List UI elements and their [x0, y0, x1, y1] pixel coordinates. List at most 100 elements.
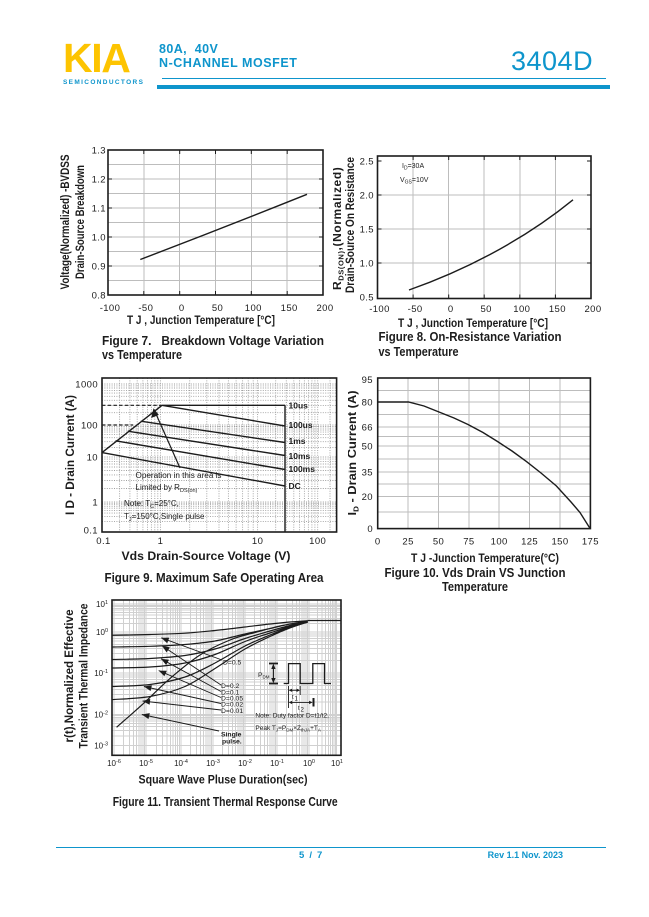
- svg-text:I D - Drain Current (A): I D - Drain Current (A): [63, 395, 77, 515]
- svg-text:1: 1: [92, 498, 98, 509]
- svg-text:T J , Junction Temperature [°C: T J , Junction Temperature [°C]: [127, 313, 275, 327]
- svg-text:2.5: 2.5: [360, 157, 374, 168]
- svg-text:ID - Drain Current (A): ID - Drain Current (A): [348, 390, 361, 515]
- svg-text:50: 50: [433, 537, 444, 548]
- svg-text:T J , Junction Temperature [°C: T J , Junction Temperature [°C]: [398, 316, 548, 330]
- svg-text:100: 100: [491, 537, 508, 548]
- svg-text:150: 150: [549, 304, 566, 315]
- svg-text:75: 75: [463, 537, 474, 548]
- svg-text:10-3: 10-3: [94, 741, 108, 750]
- svg-text:RDS(ON),(Normalized): RDS(ON),(Normalized): [333, 167, 346, 290]
- svg-text:100: 100: [96, 628, 108, 637]
- svg-text:vs Temperature: vs Temperature: [379, 344, 459, 359]
- svg-text:1: 1: [158, 536, 164, 547]
- svg-text:Operation in this area is: Operation in this area is: [136, 471, 222, 480]
- svg-text:80: 80: [362, 398, 373, 409]
- svg-text:0.1: 0.1: [84, 526, 98, 537]
- svg-text:Voltage(Normalized) -BVDSS: Voltage(Normalized) -BVDSS: [58, 155, 72, 290]
- svg-text:0.1: 0.1: [96, 536, 110, 547]
- svg-text:175: 175: [582, 537, 599, 548]
- svg-text:t: t: [292, 695, 294, 701]
- svg-text:D=0.01: D=0.01: [221, 708, 243, 715]
- svg-text:ID=30A: ID=30A: [402, 163, 424, 172]
- svg-text:50: 50: [481, 304, 492, 315]
- svg-text:T J -Junction Temperature(°C): T J -Junction Temperature(°C): [411, 551, 559, 565]
- svg-text:Vds Drain-Source Voltage (V): Vds Drain-Source Voltage (V): [122, 549, 291, 563]
- svg-text:100: 100: [245, 303, 262, 314]
- svg-text:10-1: 10-1: [94, 669, 108, 678]
- svg-text:25: 25: [402, 537, 413, 548]
- svg-text:0: 0: [367, 524, 373, 535]
- svg-text:10-2: 10-2: [238, 759, 252, 768]
- svg-text:0: 0: [448, 304, 454, 315]
- svg-text:1.1: 1.1: [92, 204, 106, 215]
- svg-text:10-4: 10-4: [174, 759, 188, 768]
- svg-text:Figure 10. Vds Drain VS Juncti: Figure 10. Vds Drain VS Junction: [385, 565, 566, 580]
- svg-text:0.8: 0.8: [92, 291, 106, 302]
- svg-text:D=0.5: D=0.5: [223, 660, 242, 667]
- svg-text:Drain-Source On Resistance: Drain-Source On Resistance: [343, 157, 357, 293]
- svg-text:Limited by RDS(on): Limited by RDS(on): [136, 483, 198, 494]
- svg-text:10-1: 10-1: [270, 759, 284, 768]
- svg-text:Drain-Source Breakdown: Drain-Source Breakdown: [73, 165, 87, 279]
- svg-text:100ms: 100ms: [289, 464, 316, 474]
- svg-text:0.5: 0.5: [360, 293, 374, 304]
- svg-text:Note: TC=25°C,: Note: TC=25°C,: [124, 499, 179, 510]
- svg-text:D=0.05: D=0.05: [221, 696, 243, 703]
- svg-text:10: 10: [87, 453, 98, 464]
- svg-text:150: 150: [551, 537, 568, 548]
- svg-text:1000: 1000: [75, 380, 98, 391]
- svg-text:10-6: 10-6: [107, 759, 121, 768]
- svg-text:125: 125: [521, 537, 538, 548]
- svg-text:Single: Single: [221, 732, 242, 739]
- svg-text:10-2: 10-2: [94, 710, 108, 719]
- svg-text:1ms: 1ms: [289, 436, 306, 446]
- svg-text:Figure 7. Breakdown Voltage: Figure 7. Breakdown Voltage Variation: [102, 333, 324, 348]
- svg-text:50: 50: [212, 303, 223, 314]
- svg-text:D=0.2: D=0.2: [221, 683, 240, 690]
- svg-text:100: 100: [309, 536, 326, 547]
- svg-text:35: 35: [362, 468, 373, 479]
- svg-text:1.3: 1.3: [92, 146, 106, 157]
- svg-text:1.2: 1.2: [92, 175, 106, 186]
- svg-text:Note: Duty factor D=t1/t2,: Note: Duty factor D=t1/t2,: [255, 713, 329, 720]
- svg-text:TJ=150°C,Single pulse: TJ=150°C,Single pulse: [124, 512, 205, 523]
- svg-text:PDM: PDM: [258, 672, 270, 680]
- svg-text:Square Wave Pluse Duration(sec: Square Wave Pluse Duration(sec): [139, 773, 308, 787]
- svg-text:2.0: 2.0: [360, 191, 374, 202]
- svg-text:t: t: [298, 706, 300, 712]
- svg-text:Transient Thermal Impedance: Transient Thermal Impedance: [77, 603, 91, 748]
- svg-text:101: 101: [96, 600, 108, 609]
- svg-text:-100: -100: [100, 303, 121, 314]
- svg-text:100: 100: [81, 421, 98, 432]
- svg-text:pulse.: pulse.: [222, 739, 242, 746]
- svg-text:Figure 11. Transient Thermal R: Figure 11. Transient Thermal Response Cu…: [113, 794, 338, 809]
- svg-text:1.0: 1.0: [92, 233, 106, 244]
- svg-text:Figure 8. On-Resistance Variat: Figure 8. On-Resistance Variation: [379, 329, 562, 344]
- svg-text:0: 0: [179, 303, 185, 314]
- svg-text:-100: -100: [369, 304, 390, 315]
- svg-text:DC: DC: [289, 481, 301, 491]
- svg-text:0: 0: [375, 537, 381, 548]
- svg-text:1: 1: [295, 697, 299, 703]
- svg-text:2: 2: [301, 708, 305, 714]
- svg-text:200: 200: [316, 303, 333, 314]
- svg-text:100: 100: [513, 304, 530, 315]
- svg-text:66: 66: [362, 423, 373, 434]
- svg-text:100: 100: [303, 759, 315, 768]
- svg-text:200: 200: [584, 304, 601, 315]
- svg-text:Temperature: Temperature: [442, 579, 508, 594]
- svg-text:10ms: 10ms: [289, 451, 311, 461]
- svg-text:10: 10: [252, 536, 263, 547]
- svg-text:20: 20: [362, 492, 373, 503]
- svg-text:-50: -50: [408, 304, 423, 315]
- svg-text:10-5: 10-5: [139, 759, 153, 768]
- svg-text:1.0: 1.0: [360, 259, 374, 270]
- svg-text:-50: -50: [138, 303, 153, 314]
- svg-text:Peak TJ=PDM×ZthJA+TA: Peak TJ=PDM×ZthJA+TA: [255, 725, 320, 733]
- svg-text:10us: 10us: [289, 401, 309, 411]
- svg-text:vs Temperature: vs Temperature: [102, 347, 182, 362]
- svg-text:D=0.02: D=0.02: [221, 702, 243, 709]
- svg-text:101: 101: [331, 759, 343, 768]
- svg-text:95: 95: [362, 375, 373, 386]
